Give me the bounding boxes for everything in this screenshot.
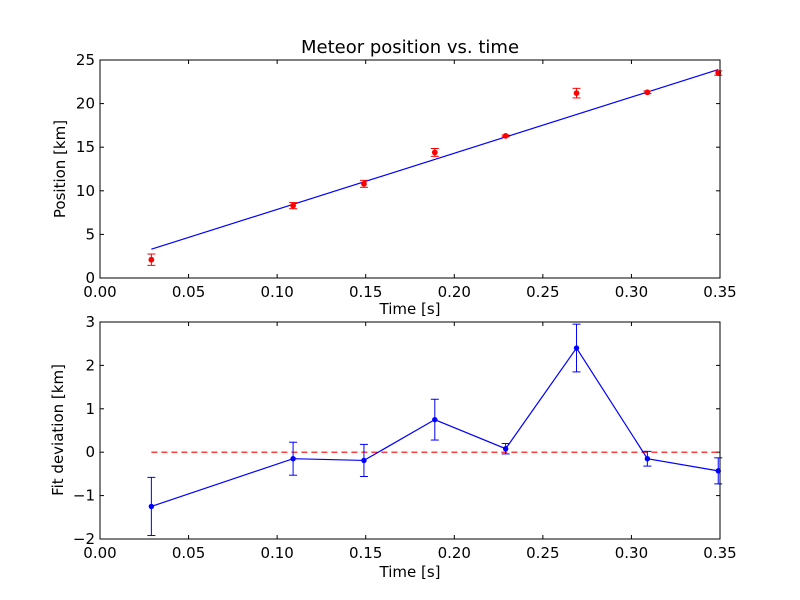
- fit-deviation-chart-x-tick-label: 0.05: [172, 544, 205, 562]
- position-data-point: [502, 132, 509, 139]
- deviation-data-point: [148, 503, 155, 510]
- position-data-point: [361, 180, 367, 187]
- position-data-point: [644, 89, 651, 96]
- position-chart-y-tick-label: 5: [85, 225, 95, 243]
- deviation-series-line: [151, 346, 719, 508]
- deviation-data-point: [432, 416, 438, 423]
- position-chart-x-axis-label: Time [s]: [379, 300, 441, 318]
- fit-deviation-chart: Time [s] Fit deviation [km] 0.00 0.05 0.10…: [49, 313, 737, 581]
- position-chart-y-tick-label: 20: [76, 95, 95, 113]
- position-chart-x-tick-label: 0.15: [349, 283, 382, 301]
- fit-deviation-chart-y-tick-label: 0: [85, 443, 95, 461]
- deviation-data-point: [361, 457, 367, 464]
- position-data-point: [148, 256, 155, 263]
- fit-deviation-chart-y-axis-label: Fit deviation [km]: [49, 364, 67, 496]
- position-data-point: [573, 90, 580, 97]
- fit-deviation-chart-y-tick-label: −2: [73, 530, 95, 548]
- fit-deviation-chart-x-tick-label: 0.00: [83, 544, 116, 562]
- fit-deviation-chart-x-tick-label: 0.10: [260, 544, 293, 562]
- deviation-data-point: [573, 345, 580, 351]
- position-data-point: [290, 202, 296, 209]
- position-chart-y-tick-label: 0: [85, 269, 95, 287]
- position-chart-y-axis-label: Position [km]: [51, 120, 69, 218]
- position-chart-y-tick-label: 15: [76, 138, 95, 156]
- fit-deviation-chart-frame: [99, 321, 721, 540]
- fit-deviation-chart-x-tick-label: 0.20: [438, 544, 471, 562]
- position-chart-frame: [99, 59, 721, 279]
- position-chart-x-tick-label: 0.30: [615, 283, 648, 301]
- fit-deviation-chart-y-tick-label: 1: [85, 400, 95, 418]
- position-data-point: [715, 70, 722, 76]
- position-chart-x-tick-label: 0.35: [703, 283, 736, 301]
- position-chart-x-tick-label: 0.20: [438, 283, 471, 301]
- fit-deviation-chart-x-tick-label: 0.35: [703, 544, 736, 562]
- position-chart-y-tick-label: 25: [76, 51, 95, 69]
- deviation-data-point: [502, 446, 509, 452]
- fit-deviation-chart-x-axis-label: Time [s]: [379, 563, 441, 581]
- fit-deviation-chart-y-tick-label: 2: [85, 356, 95, 374]
- deviation-data-point: [290, 456, 296, 462]
- position-fit-line: [151, 69, 719, 250]
- position-chart-x-tick-label: 0.00: [83, 283, 116, 301]
- position-chart-x-tick-label: 0.05: [172, 283, 205, 301]
- fit-deviation-chart-y-tick-label: −1: [73, 487, 95, 505]
- position-chart-y-tick-label: 10: [76, 182, 95, 200]
- position-data-point: [431, 149, 438, 156]
- deviation-data-point: [644, 456, 651, 462]
- position-chart-x-tick-label: 0.25: [526, 283, 559, 301]
- position-chart-x-tick-label: 0.10: [260, 283, 293, 301]
- position-chart-title: Meteor position vs. time: [301, 37, 519, 58]
- fit-deviation-chart-x-tick-label: 0.15: [349, 544, 382, 562]
- position-chart: Meteor position vs. time Time [s] Positi…: [51, 37, 737, 318]
- fit-deviation-chart-x-tick-label: 0.25: [526, 544, 559, 562]
- fit-deviation-chart-y-tick-label: 3: [85, 313, 95, 331]
- fit-deviation-chart-x-tick-label: 0.30: [615, 544, 648, 562]
